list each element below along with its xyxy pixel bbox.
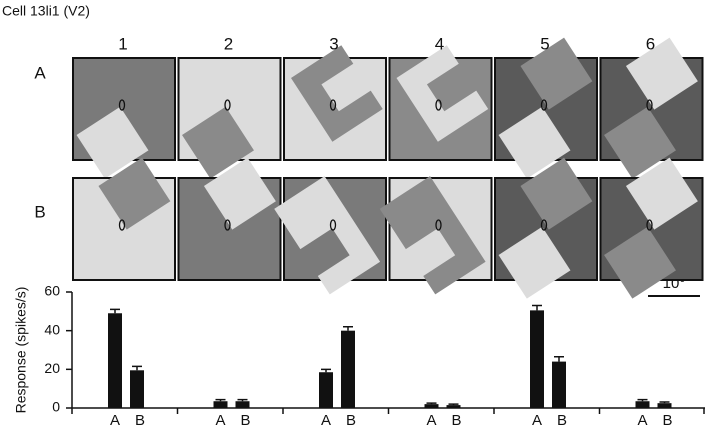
x-tick-label: A: [110, 412, 120, 429]
bar: [213, 401, 228, 408]
stimulus-shape: [604, 157, 698, 299]
x-tick-label: A: [532, 412, 542, 429]
fixation-mark: [118, 99, 126, 111]
bar: [319, 372, 333, 408]
x-tick-label: B: [346, 412, 356, 429]
fixation-mark: [118, 219, 126, 231]
error-bar: [110, 308, 120, 314]
stimulus-shape: [76, 106, 149, 179]
bar: [108, 313, 122, 408]
y-tick-label: 40: [44, 321, 60, 337]
stimulus-shape: [604, 37, 698, 179]
column-label: 3: [329, 34, 338, 53]
stimulus-region: [290, 45, 383, 142]
stimulus-shape: [396, 45, 489, 142]
error-bar: [321, 368, 331, 373]
row-label: A: [34, 63, 46, 82]
bar: [552, 361, 566, 408]
fixation-mark: [329, 219, 337, 231]
stimulus-region: [76, 106, 149, 179]
stimulus-shape: [182, 106, 254, 179]
stimulus-region: [98, 157, 171, 230]
column-label: 5: [540, 34, 549, 53]
y-axis-label: Response (spikes/s): [13, 287, 29, 414]
stimuli: [72, 37, 704, 299]
stimulus-region: [274, 176, 381, 295]
stimulus-shape: [274, 176, 381, 295]
stimulus-region: [520, 157, 593, 230]
bar: [530, 310, 544, 408]
bar: [635, 401, 650, 408]
y-tick-label: 60: [44, 283, 60, 299]
x-tick-label: B: [557, 412, 567, 429]
fixation-mark: [435, 219, 442, 231]
stimulus-region: [396, 45, 489, 142]
bar: [235, 401, 250, 408]
stimulus-shape: [98, 157, 171, 230]
fixation-mark: [646, 219, 653, 231]
x-tick-label: A: [215, 412, 225, 429]
error-bar: [637, 398, 648, 402]
stimulus-region: [604, 226, 676, 299]
stimulus-shape: [203, 157, 276, 230]
stimulus-region: [604, 106, 676, 179]
bar: [424, 404, 439, 408]
x-tick-label: A: [637, 412, 647, 429]
bar: [130, 370, 144, 408]
stimulus-region: [498, 226, 571, 299]
error-bar: [426, 402, 437, 405]
bar: [341, 330, 355, 408]
x-tick-label: B: [135, 412, 145, 429]
stimulus-region: [498, 106, 571, 179]
error-bar: [132, 365, 142, 371]
stimulus-region: [379, 176, 486, 295]
column-label: 2: [224, 34, 233, 53]
fixation-mark: [540, 219, 548, 231]
stimulus-shape: [379, 176, 486, 295]
x-tick-label: B: [451, 412, 461, 429]
stimulus-region: [182, 106, 254, 179]
row-label: B: [34, 202, 45, 221]
error-bar: [237, 398, 248, 402]
bar: [446, 405, 461, 408]
stimulus-region: [625, 157, 698, 230]
fixation-mark: [224, 219, 231, 231]
bar: [657, 403, 672, 408]
y-tick-label: 20: [44, 360, 60, 376]
error-bar: [532, 304, 542, 311]
stimulus-shape: [498, 37, 593, 179]
stimulus-shape: [498, 157, 593, 299]
stimulus-region: [625, 37, 698, 110]
x-tick-label: A: [321, 412, 331, 429]
figure-title: Cell 13li1 (V2): [2, 3, 90, 19]
x-tick-label: A: [426, 412, 436, 429]
error-bar: [448, 403, 459, 406]
column-label: 1: [118, 34, 127, 53]
error-bar: [659, 401, 670, 404]
column-label: 4: [435, 34, 444, 53]
fixation-mark: [646, 99, 653, 111]
error-bar: [343, 326, 353, 331]
error-bar: [215, 398, 226, 402]
error-bar: [554, 356, 564, 362]
fixation-mark: [540, 99, 548, 111]
stimulus-shape: [290, 45, 383, 142]
x-tick-label: B: [662, 412, 672, 429]
stimulus-region: [520, 37, 593, 110]
y-tick-label: 0: [52, 399, 60, 415]
fixation-mark: [224, 99, 231, 111]
column-label: 6: [646, 34, 655, 53]
fixation-mark: [329, 99, 337, 111]
stimulus-region: [203, 157, 276, 230]
x-tick-label: B: [240, 412, 250, 429]
fixation-mark: [435, 99, 442, 111]
